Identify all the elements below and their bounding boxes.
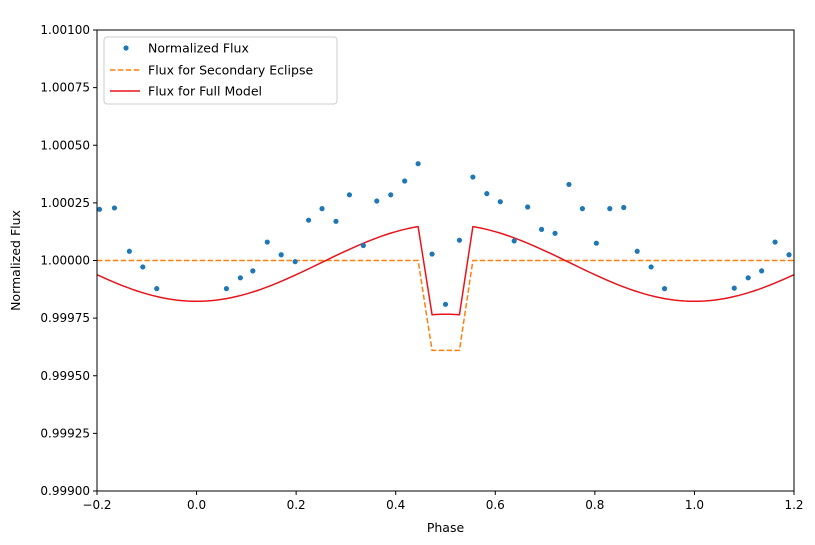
data-point-normalized-flux bbox=[456, 237, 463, 243]
data-point-normalized-flux bbox=[607, 206, 613, 212]
legend-marker-normalized-flux bbox=[123, 45, 129, 51]
data-point-normalized-flux bbox=[278, 252, 284, 258]
y-tick-label: 1.00050 bbox=[40, 138, 90, 152]
x-tick-label: 0.4 bbox=[386, 498, 405, 512]
data-point-normalized-flux bbox=[319, 206, 325, 212]
data-point-normalized-flux bbox=[223, 286, 230, 292]
data-point-normalized-flux bbox=[96, 206, 103, 212]
legend-label-secondary-eclipse: Flux for Secondary Eclipse bbox=[148, 63, 313, 78]
x-tick-label: 1.0 bbox=[685, 498, 704, 512]
data-point-normalized-flux bbox=[731, 285, 737, 291]
data-point-normalized-flux bbox=[442, 301, 449, 307]
data-point-normalized-flux bbox=[154, 286, 160, 292]
data-point-normalized-flux bbox=[552, 230, 558, 236]
data-point-normalized-flux bbox=[759, 268, 765, 274]
data-point-normalized-flux bbox=[374, 198, 380, 204]
series-layer bbox=[96, 161, 795, 352]
data-point-normalized-flux bbox=[621, 204, 627, 211]
data-point-normalized-flux bbox=[484, 191, 490, 197]
data-point-normalized-flux bbox=[388, 192, 394, 198]
data-point-normalized-flux bbox=[538, 226, 545, 232]
data-point-normalized-flux bbox=[566, 181, 572, 188]
x-tick-label: 1.2 bbox=[784, 498, 803, 512]
data-point-normalized-flux bbox=[593, 240, 599, 246]
data-point-normalized-flux bbox=[786, 252, 792, 258]
data-point-normalized-flux bbox=[745, 275, 751, 281]
legend-label-normalized-flux: Normalized Flux bbox=[148, 41, 249, 56]
data-point-normalized-flux bbox=[497, 199, 503, 205]
plot-area bbox=[96, 161, 795, 352]
x-tick-label: 0.0 bbox=[187, 498, 206, 512]
data-point-normalized-flux bbox=[360, 242, 366, 249]
y-axis-ticks: 0.99900 0.99925 0.99950 0.99975 1.00000 1.000… bbox=[40, 23, 97, 498]
x-axis-ticks: −0.2 0.0 0.2 0.4 0.6 0.8 1.0 1.2 bbox=[82, 491, 804, 512]
legend: Normalized Flux Flux for Secondary Eclip… bbox=[103, 36, 338, 105]
data-point-normalized-flux bbox=[402, 178, 408, 184]
data-point-normalized-flux bbox=[415, 161, 421, 167]
y-tick-label: 1.00100 bbox=[40, 23, 90, 37]
data-point-normalized-flux bbox=[333, 218, 339, 224]
legend-label-full-model: Flux for Full Model bbox=[148, 84, 262, 99]
data-point-normalized-flux bbox=[237, 275, 243, 281]
x-tick-label: 0.2 bbox=[287, 498, 306, 512]
y-tick-label: 0.99925 bbox=[40, 426, 90, 440]
legend-box bbox=[103, 36, 338, 105]
data-point-normalized-flux bbox=[579, 206, 586, 212]
x-tick-label: 0.8 bbox=[585, 498, 604, 512]
data-point-normalized-flux bbox=[511, 238, 517, 244]
data-point-normalized-flux bbox=[429, 251, 435, 257]
data-point-normalized-flux bbox=[346, 192, 353, 198]
y-tick-label: 0.99900 bbox=[40, 484, 90, 498]
series-line-full-model bbox=[96, 225, 795, 316]
y-tick-label: 1.00025 bbox=[40, 196, 90, 210]
data-point-normalized-flux bbox=[648, 264, 654, 270]
data-point-normalized-flux bbox=[525, 204, 531, 210]
data-point-normalized-flux bbox=[470, 174, 476, 180]
data-point-normalized-flux bbox=[250, 268, 256, 274]
x-tick-label: 0.6 bbox=[486, 498, 505, 512]
data-point-normalized-flux bbox=[111, 205, 118, 211]
data-point-normalized-flux bbox=[264, 239, 270, 245]
data-point-normalized-flux bbox=[292, 259, 298, 265]
y-tick-label: 0.99950 bbox=[40, 369, 90, 383]
y-axis-label: Normalized Flux bbox=[8, 210, 23, 311]
data-point-normalized-flux bbox=[126, 248, 132, 254]
data-point-normalized-flux bbox=[140, 264, 146, 270]
data-point-normalized-flux bbox=[305, 217, 312, 223]
x-tick-label: −0.2 bbox=[82, 498, 111, 512]
data-point-normalized-flux bbox=[634, 248, 640, 254]
y-tick-label: 1.00075 bbox=[40, 81, 90, 95]
data-point-normalized-flux bbox=[661, 286, 668, 292]
y-tick-label: 0.99975 bbox=[40, 311, 90, 325]
y-tick-label: 1.00000 bbox=[40, 254, 90, 268]
x-axis-label: Phase bbox=[427, 520, 465, 535]
data-point-normalized-flux bbox=[772, 239, 778, 245]
